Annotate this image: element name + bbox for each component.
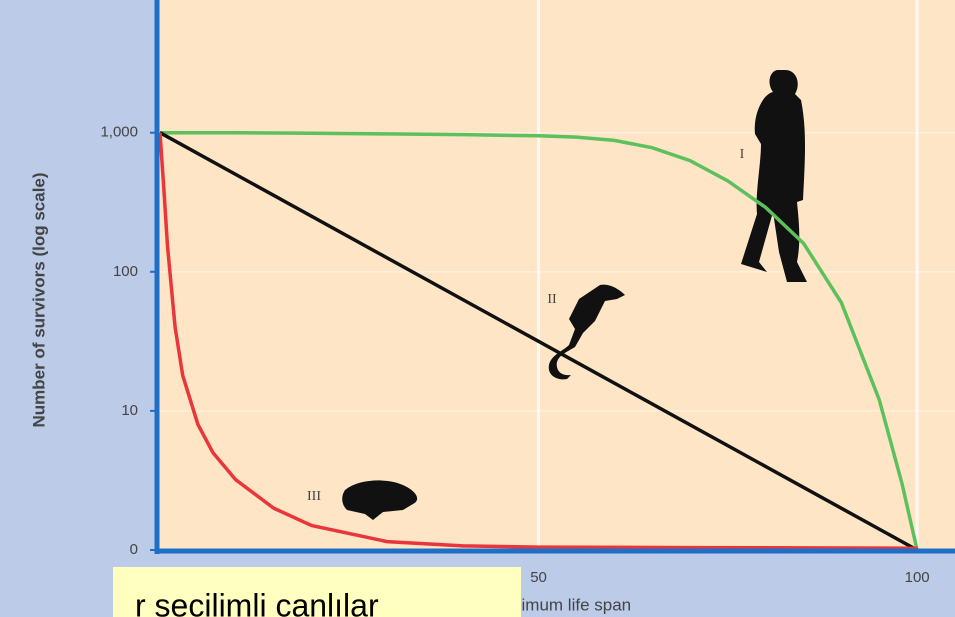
annotation-box <box>113 567 521 617</box>
survivorship-curve <box>160 130 919 551</box>
x-tick-label: 100 <box>905 569 930 586</box>
x-tick-label: 50 <box>530 569 547 586</box>
y-axis-label: Number of survivors (log scale) <box>29 172 48 427</box>
y-tick-label: 1,000 <box>100 124 138 141</box>
curve-label: I <box>740 147 745 162</box>
frog-silhouette <box>342 480 418 520</box>
y-tick-label: 0 <box>130 541 138 558</box>
curve-label: II <box>547 292 557 307</box>
rat-silhouette <box>548 284 625 380</box>
survivorship-curve <box>159 131 918 552</box>
y-tick-label: 100 <box>113 263 138 280</box>
curve-label: III <box>307 489 321 504</box>
survivorship-curve <box>158 132 918 550</box>
annotation: r secilimli canlılar <box>135 587 379 617</box>
plot-area <box>155 0 955 552</box>
y-tick-label: 10 <box>121 402 138 419</box>
